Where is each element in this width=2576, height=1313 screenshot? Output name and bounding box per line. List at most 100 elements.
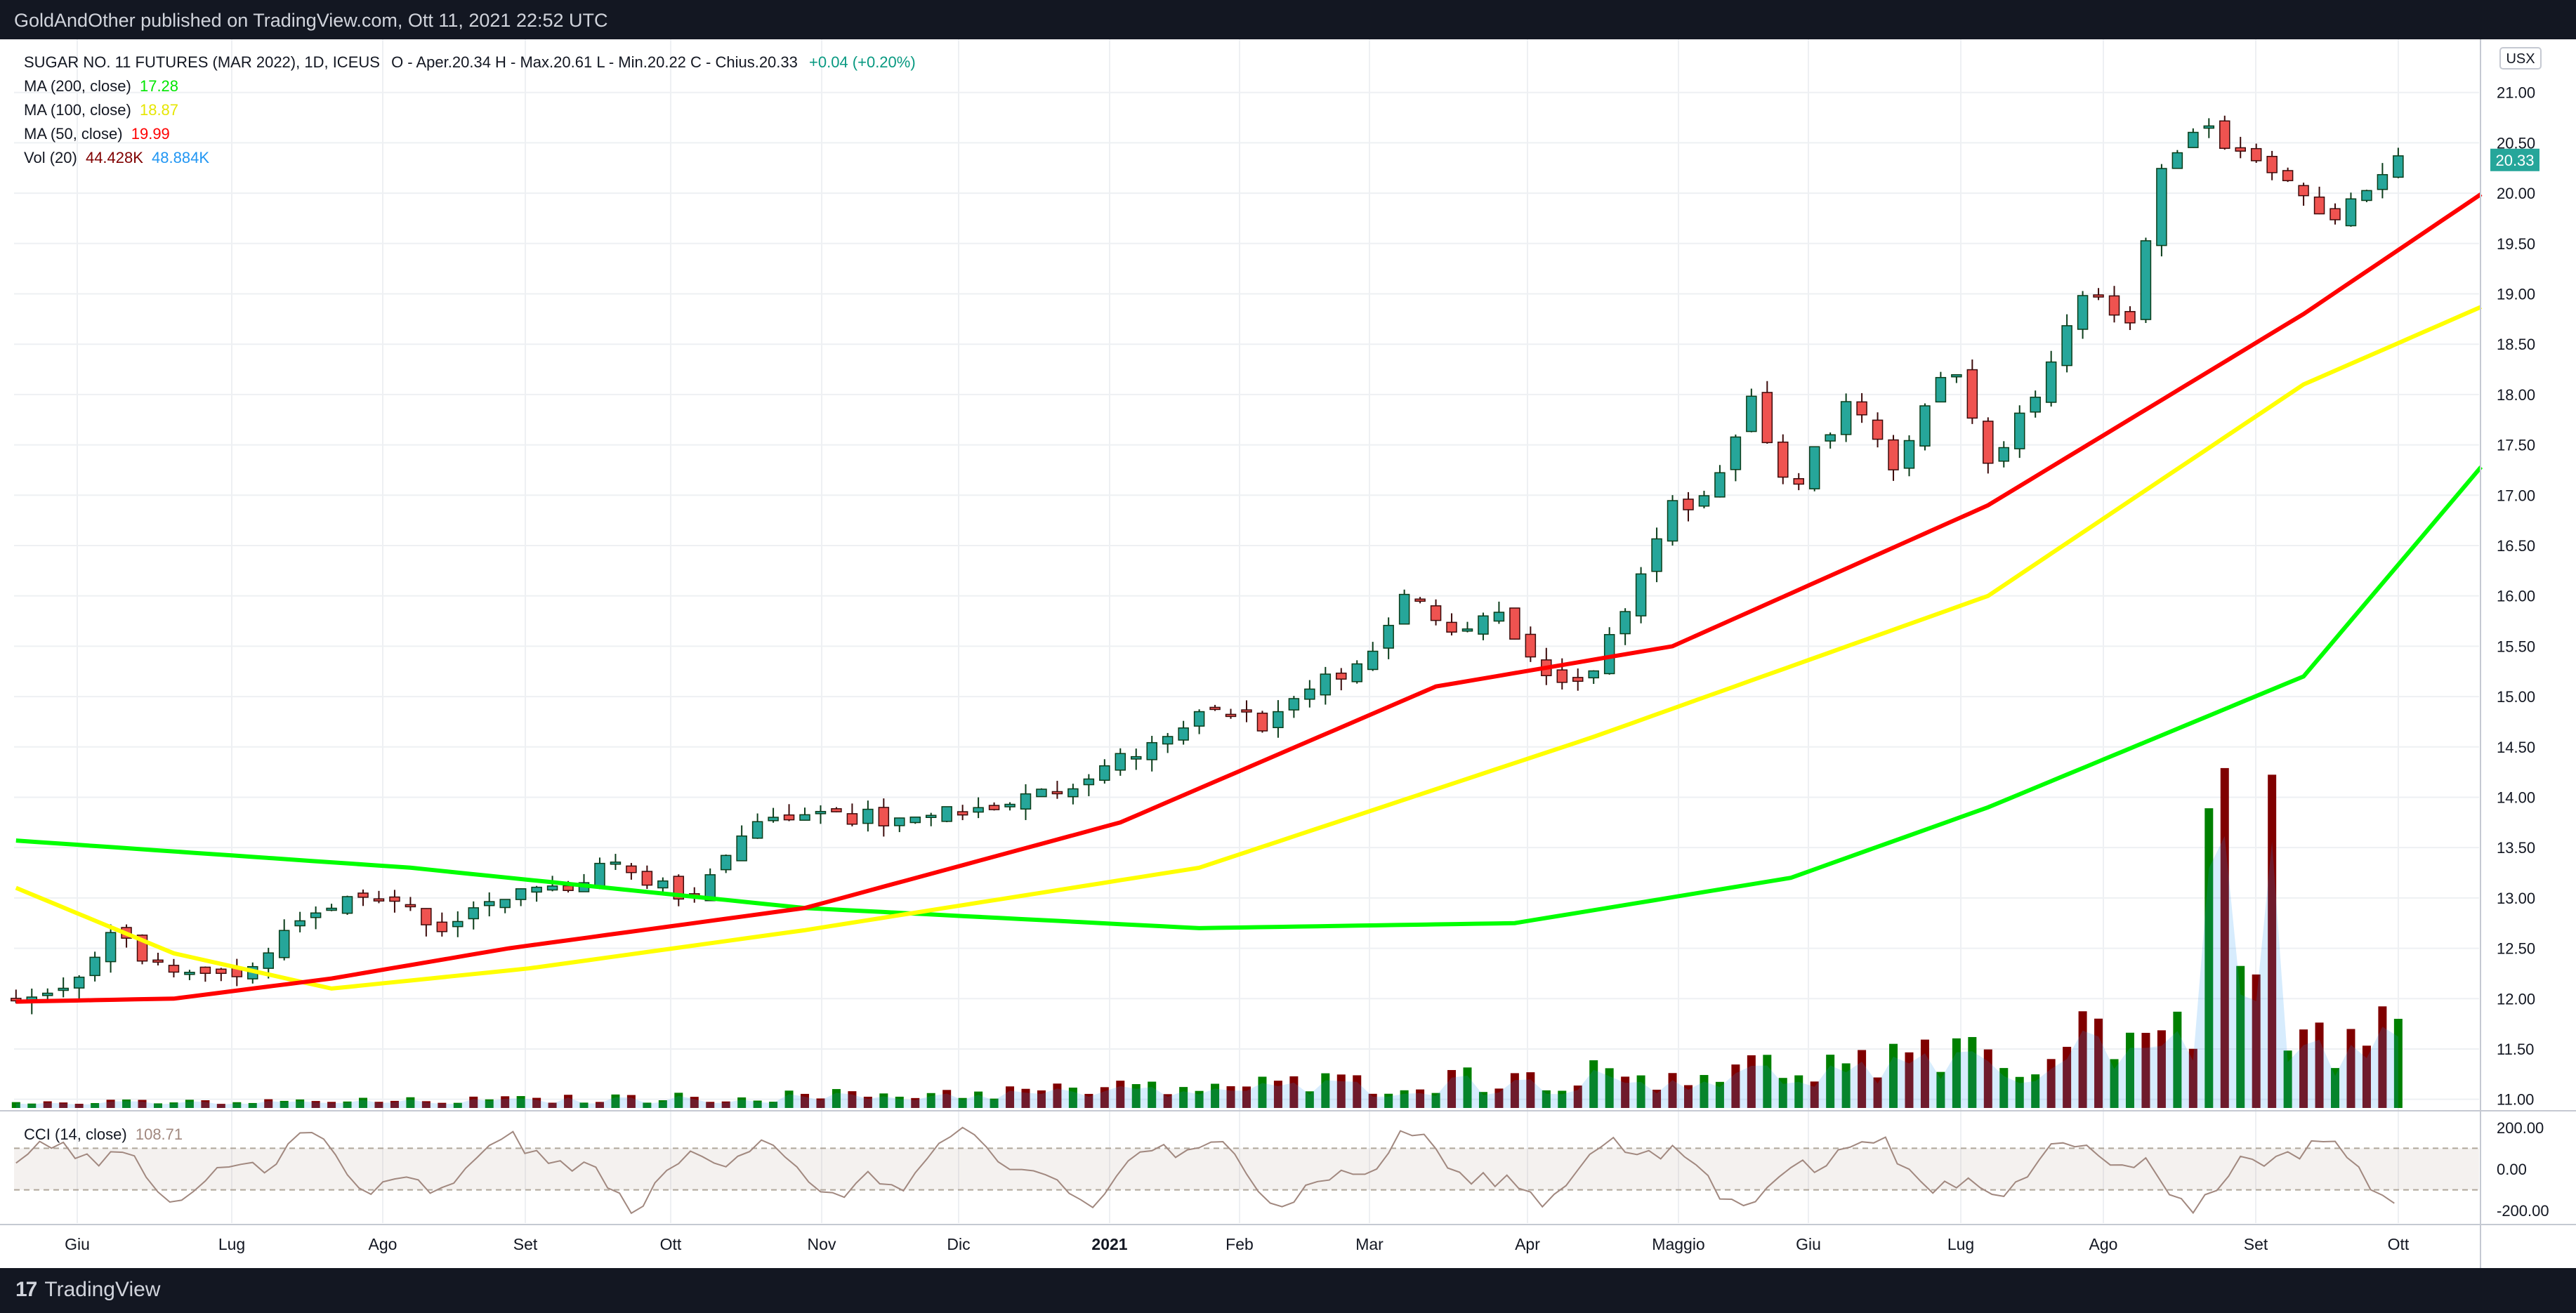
ohlc-values: O - Aper.20.34 H - Max.20.61 L - Min.20.… — [391, 53, 798, 71]
candle — [957, 811, 968, 816]
volume-bar — [990, 1098, 999, 1108]
volume-bar — [895, 1096, 904, 1108]
candle — [1951, 374, 1962, 378]
volume-bar — [1636, 1075, 1645, 1108]
volume-bar — [201, 1100, 210, 1108]
volume-bar — [1747, 1055, 1756, 1108]
ma50-label: MA (50, close) — [24, 125, 123, 143]
candle — [515, 888, 527, 900]
x-tick-label: Nov — [808, 1235, 836, 1253]
y-tick-label: 11.50 — [2497, 1041, 2534, 1058]
volume-bar — [1510, 1073, 1519, 1108]
volume-bar — [2157, 1030, 2166, 1108]
candle — [594, 862, 605, 887]
candle — [1840, 401, 1852, 435]
volume-bar — [1700, 1075, 1709, 1108]
candle — [736, 835, 747, 862]
volume-bar — [1053, 1083, 1062, 1108]
candle — [862, 808, 874, 824]
y-tick-label: 19.50 — [2497, 235, 2535, 253]
volume-bar — [595, 1102, 604, 1108]
candle — [2108, 295, 2120, 316]
candle — [988, 805, 1000, 810]
candle — [2361, 190, 2372, 202]
y-tick-label: 21.00 — [2497, 84, 2535, 102]
volume-bar — [1084, 1093, 1093, 1108]
volume-label: Vol (20) — [24, 149, 77, 166]
volume-bar — [59, 1102, 68, 1108]
volume-bar — [1920, 1039, 1929, 1108]
candle — [1320, 673, 1332, 696]
tradingview-brand[interactable]: 17 TradingView — [15, 1278, 160, 1302]
volume-bar — [564, 1095, 573, 1108]
volume-bar — [2331, 1068, 2340, 1108]
ma100-legend[interactable]: MA (100, close) 18.87 — [24, 98, 916, 122]
published-header: GoldAndOther published on TradingView.co… — [0, 0, 2576, 39]
y-tick-label: 19.00 — [2497, 285, 2535, 303]
volume-bar — [1810, 1081, 1819, 1108]
y-tick-label: 12.50 — [2497, 940, 2535, 958]
candle — [1872, 419, 1884, 440]
cci-legend[interactable]: CCI (14, close) 108.71 — [24, 1126, 183, 1144]
candle — [199, 966, 211, 975]
x-tick-label: Mar — [1355, 1235, 1384, 1253]
volume-legend[interactable]: Vol (20) 44.428K 48.884K — [24, 146, 916, 170]
candle — [1115, 753, 1126, 771]
volume-bar — [453, 1102, 462, 1108]
volume-bar — [1148, 1081, 1157, 1108]
volume-bar — [1336, 1074, 1346, 1108]
volume-bar — [2094, 1018, 2103, 1108]
candle — [751, 821, 763, 839]
ma200-label: MA (200, close) — [24, 77, 131, 95]
candle — [2266, 155, 2278, 173]
candle — [531, 886, 542, 893]
volume-bar — [2078, 1011, 2087, 1108]
volume-bar — [27, 1103, 37, 1108]
symbol-title: SUGAR NO. 11 FUTURES (MAR 2022), 1D, ICE… — [24, 53, 380, 71]
x-tick-label: Ott — [2388, 1235, 2410, 1253]
cci-value: 108.71 — [135, 1126, 183, 1143]
volume-bar — [311, 1101, 320, 1108]
x-tick-label: Set — [513, 1235, 538, 1253]
ma50-value: 19.99 — [131, 125, 170, 143]
volume-bar — [1100, 1087, 1109, 1108]
volume-bar — [438, 1102, 447, 1108]
volume-bar — [1936, 1071, 1945, 1108]
tradingview-logo-icon: 17 — [15, 1278, 37, 1301]
ma100-line — [15, 305, 2483, 991]
ma50-line — [15, 192, 2483, 1004]
volume-bar — [406, 1097, 415, 1108]
x-tick-label: Ott — [660, 1235, 682, 1253]
cci-band — [14, 1148, 2479, 1190]
volume-bar — [2378, 1006, 2387, 1108]
volume-bar — [1258, 1076, 1267, 1108]
ma50-legend[interactable]: MA (50, close) 19.99 — [24, 122, 916, 146]
cci-label: CCI (14, close) — [24, 1126, 127, 1143]
volume-bar — [1368, 1093, 1377, 1108]
volume-bar — [706, 1102, 715, 1108]
volume-bar — [2110, 1059, 2119, 1108]
candle — [73, 976, 85, 989]
published-text: GoldAndOther published on TradingView.co… — [14, 10, 608, 31]
y-tick-label: 17.50 — [2497, 437, 2535, 454]
candle — [2124, 310, 2136, 324]
candle — [1808, 446, 1820, 489]
volume-ma-value: 48.884K — [152, 149, 210, 166]
volume-value: 44.428K — [85, 149, 143, 166]
candle — [1619, 611, 1631, 635]
volume-bar — [1416, 1089, 1425, 1108]
volume-bar — [1841, 1063, 1851, 1108]
volume-bar — [1778, 1078, 1787, 1108]
volume-bar — [374, 1102, 383, 1108]
volume-bar — [296, 1099, 305, 1108]
cci-tick-label: -200.00 — [2497, 1202, 2549, 1220]
candle — [846, 813, 858, 825]
y-tick-label: 15.50 — [2497, 638, 2535, 655]
volume-bar — [2252, 974, 2261, 1108]
ma200-line — [15, 466, 2483, 930]
candle — [1351, 663, 1362, 682]
ma200-legend[interactable]: MA (200, close) 17.28 — [24, 74, 916, 98]
candle — [1651, 538, 1662, 572]
volume-bar — [911, 1097, 920, 1108]
